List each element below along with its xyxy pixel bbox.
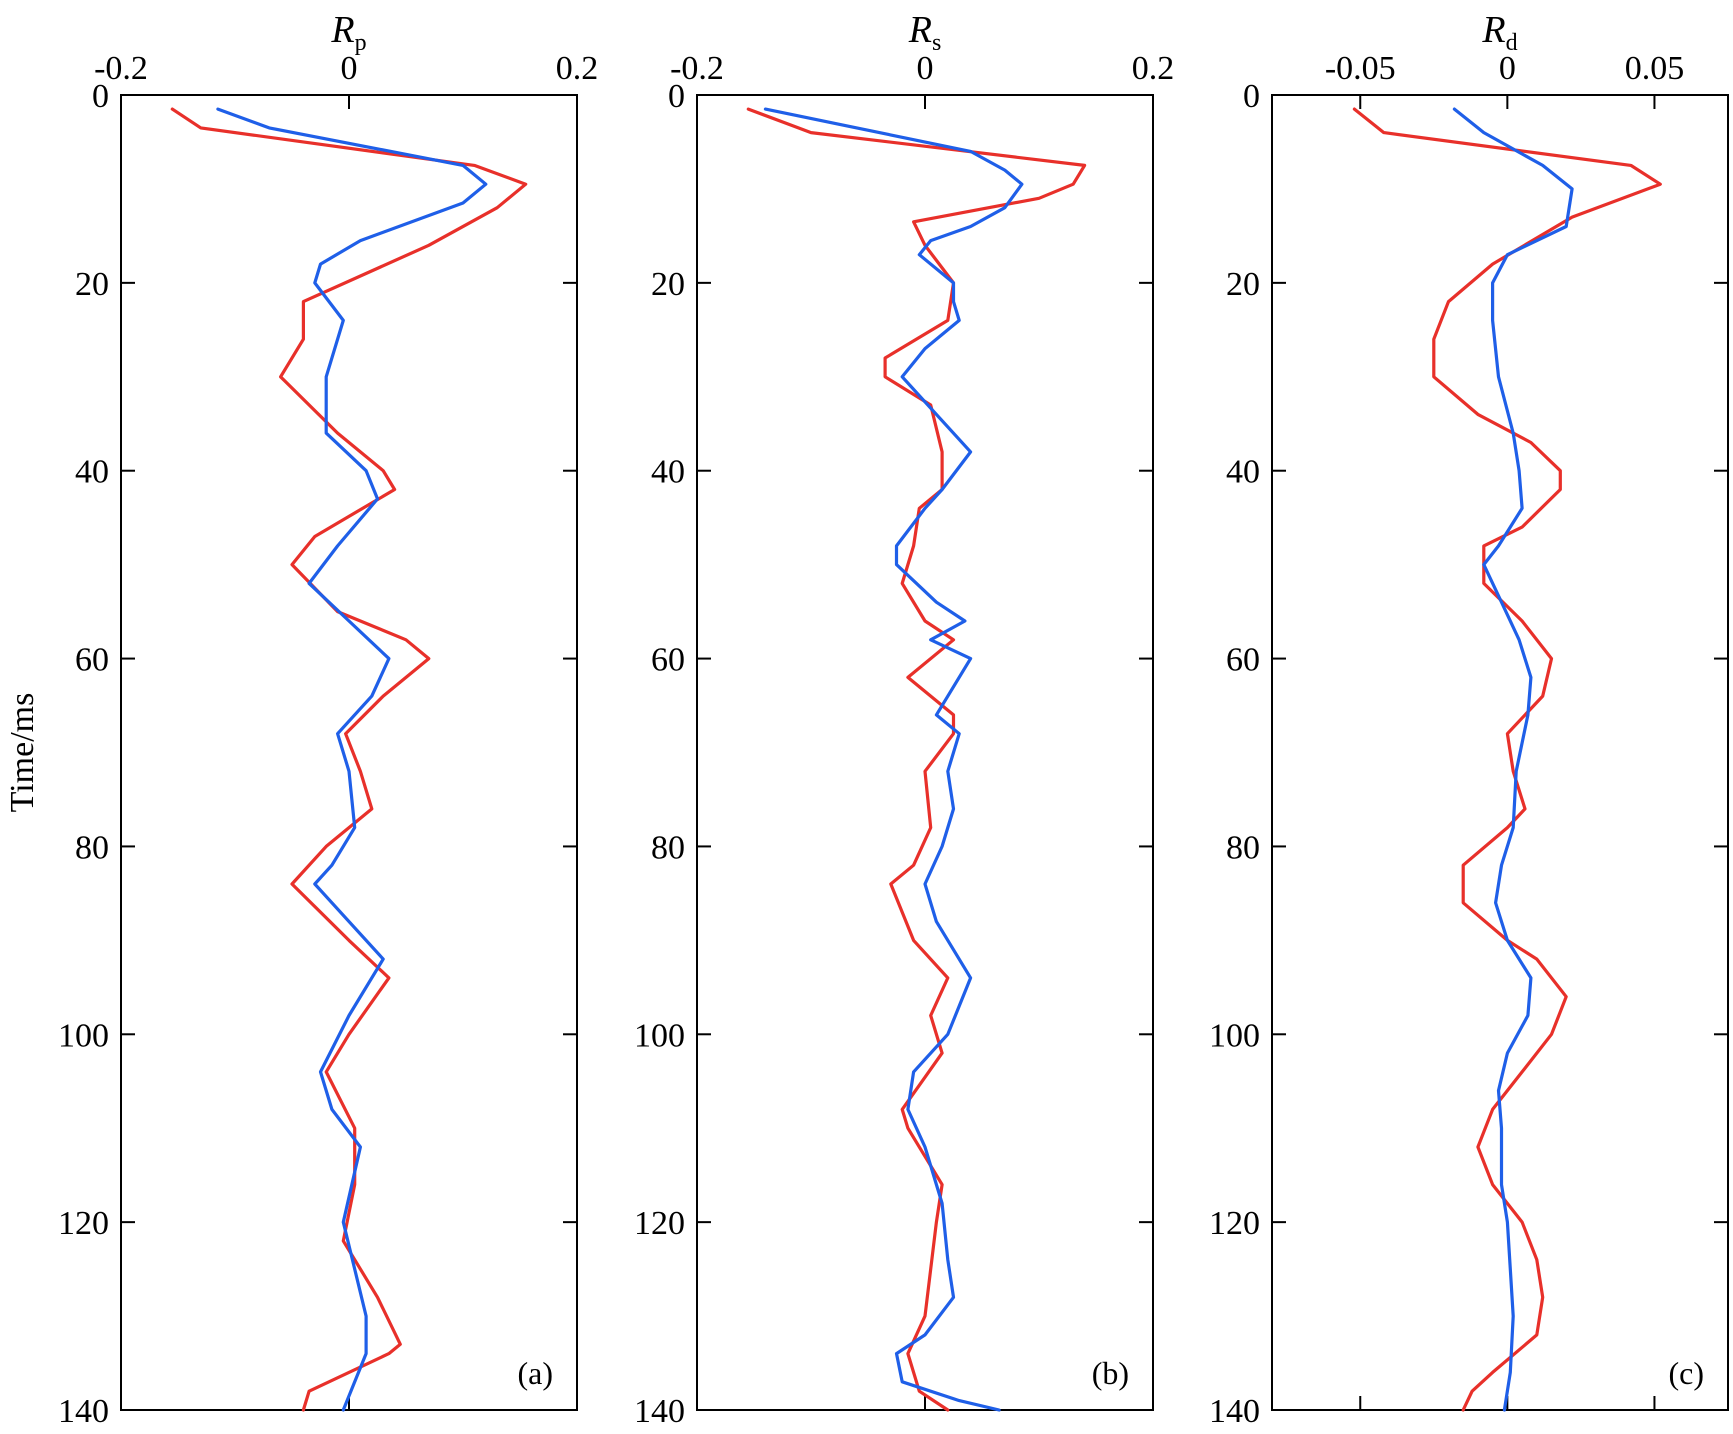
series-line-red [170, 107, 528, 1412]
series-line-blue [1452, 107, 1574, 1412]
plot-frame [1271, 94, 1729, 1411]
y-axis-label: Time/ms [4, 693, 41, 813]
panel-label: (a) [517, 1355, 553, 1391]
x-tick-label: 0.05 [1625, 50, 1685, 87]
y-tick-label: 40 [651, 454, 685, 491]
axis-title: Rs [908, 9, 942, 56]
x-tick-label: 0.2 [556, 50, 599, 87]
y-tick-label: 120 [58, 1205, 109, 1242]
y-tick-label: 60 [75, 642, 109, 679]
chart-panel-3: -0.05 0 0.05 0 20 40 60 80 100 120 140 Rd (c) [1209, 9, 1729, 1430]
plot-frame [696, 94, 1154, 1411]
panel-label: (b) [1092, 1355, 1129, 1391]
y-tick-label: 120 [1209, 1205, 1260, 1242]
panel-label: (c) [1668, 1355, 1704, 1391]
series-line-blue [763, 107, 1024, 1412]
y-tick-label: 80 [1226, 829, 1260, 866]
x-tick-label: 0 [917, 50, 934, 87]
axis-title: Rd [1481, 9, 1517, 56]
y-tick-label: 120 [634, 1205, 685, 1242]
y-tick-label: 140 [1209, 1393, 1260, 1430]
y-tick-label: 80 [651, 829, 685, 866]
x-tick-label: 0 [1499, 50, 1516, 87]
x-tick-label: -0.05 [1325, 50, 1396, 87]
x-tick-label: -0.2 [94, 50, 148, 87]
y-tick-label: 20 [75, 266, 109, 303]
y-tick-label: 0 [92, 78, 109, 115]
y-tick-label: 40 [1226, 454, 1260, 491]
y-tick-label: 20 [651, 266, 685, 303]
series-line-red [1352, 107, 1662, 1412]
axis-title: Rp [330, 9, 366, 56]
x-tick-label: 0 [341, 50, 358, 87]
y-tick-label: 140 [634, 1393, 685, 1430]
y-tick-label: 20 [1226, 266, 1260, 303]
y-tick-label: 80 [75, 829, 109, 866]
x-tick-label: -0.2 [670, 50, 724, 87]
y-tick-label: 60 [651, 642, 685, 679]
series-line-red [746, 107, 1087, 1412]
y-tick-label: 40 [75, 454, 109, 491]
y-tick-label: 100 [1209, 1017, 1260, 1054]
series-line-blue [216, 107, 488, 1412]
y-tick-label: 100 [634, 1017, 685, 1054]
y-tick-label: 100 [58, 1017, 109, 1054]
x-tick-label: 0.2 [1132, 50, 1175, 87]
y-tick-label: 140 [58, 1393, 109, 1430]
y-tick-label: 0 [1243, 78, 1260, 115]
y-tick-label: 60 [1226, 642, 1260, 679]
y-tick-label: 0 [668, 78, 685, 115]
